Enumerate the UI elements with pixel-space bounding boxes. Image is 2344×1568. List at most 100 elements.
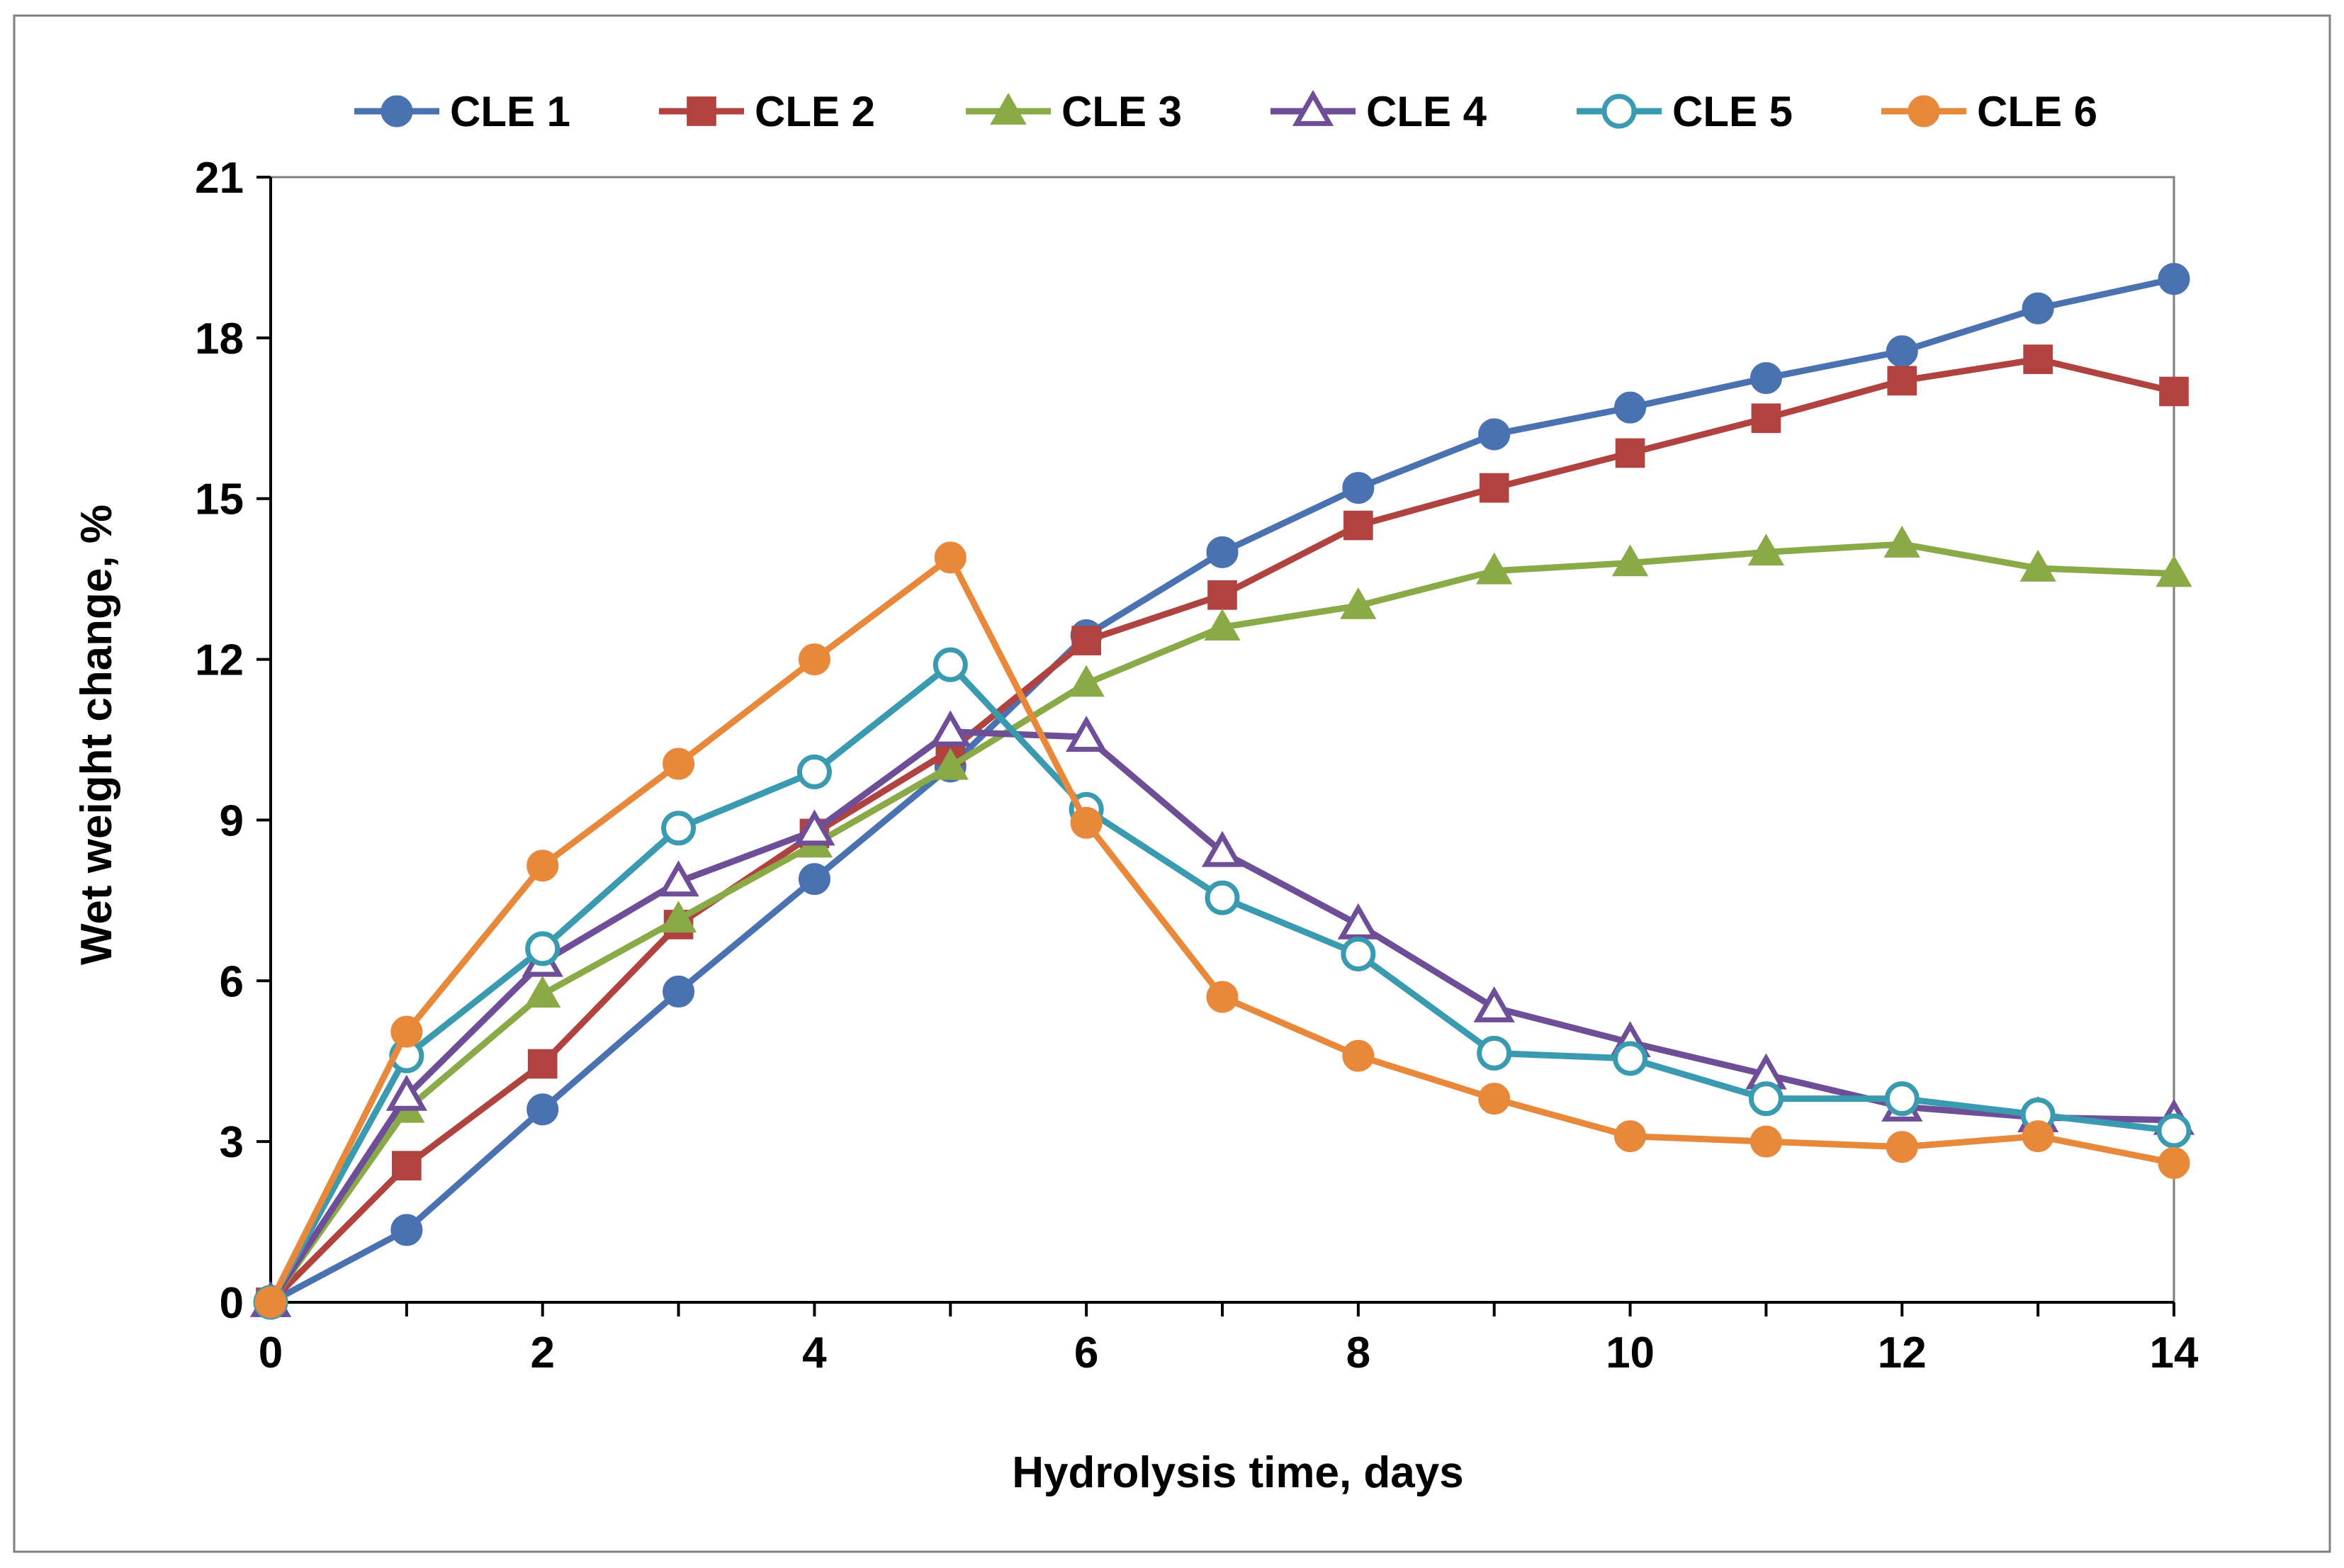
data-point	[1478, 1083, 1511, 1115]
data-point	[1887, 366, 1917, 396]
data-point	[390, 1214, 423, 1246]
data-point	[1068, 665, 1105, 697]
data-point	[1751, 403, 1781, 434]
legend-label: CLE 5	[1672, 88, 1793, 135]
data-point	[1070, 806, 1103, 839]
legend-marker	[1601, 94, 1637, 129]
y-tick-label: 3	[220, 1118, 244, 1167]
data-point	[1205, 880, 1240, 915]
y-tick-label: 9	[220, 796, 244, 845]
data-point	[1071, 626, 1101, 655]
data-point	[1614, 391, 1647, 424]
data-point	[660, 901, 697, 933]
data-point	[1613, 1041, 1648, 1076]
data-point	[2158, 263, 2190, 295]
data-point	[934, 541, 967, 574]
data-point	[1206, 981, 1239, 1013]
data-point	[2023, 344, 2053, 374]
x-tick-label: 8	[1346, 1329, 1370, 1377]
y-tick-label: 0	[220, 1279, 244, 1328]
data-point	[1207, 580, 1237, 610]
data-point	[1343, 510, 1373, 541]
legend-label: CLE 4	[1366, 88, 1487, 135]
data-point	[798, 863, 830, 896]
x-tick-label: 6	[1074, 1329, 1098, 1377]
data-point	[1884, 1081, 1920, 1117]
data-point	[2022, 1120, 2054, 1153]
data-point	[1886, 1131, 1918, 1163]
legend-marker	[687, 96, 716, 126]
data-point	[1747, 534, 1785, 566]
data-point	[1748, 1081, 1784, 1117]
data-point	[661, 811, 697, 846]
legend-label: CLE 3	[1061, 88, 1182, 135]
x-tick-label: 14	[2150, 1329, 2199, 1377]
data-point	[930, 710, 971, 747]
data-point	[1341, 936, 1376, 971]
data-point	[1886, 335, 1918, 368]
x-tick-label: 10	[1606, 1329, 1655, 1377]
data-point	[1342, 1039, 1375, 1072]
data-point	[798, 643, 830, 676]
legend-item: CLE 3	[966, 88, 1182, 135]
data-point	[524, 976, 561, 1008]
data-point	[663, 975, 695, 1008]
x-tick-label: 2	[530, 1329, 554, 1377]
y-tick-label: 15	[195, 475, 244, 524]
x-tick-label: 4	[802, 1329, 827, 1377]
legend-label: CLE 6	[1977, 88, 2097, 135]
data-point	[2022, 292, 2054, 325]
y-tick-label: 6	[220, 957, 244, 1006]
legend-marker	[1908, 95, 1940, 128]
data-point	[1478, 418, 1511, 451]
data-point	[1479, 473, 1509, 503]
y-axis-label: Wet weight change, %	[72, 504, 121, 965]
data-point	[2156, 1113, 2192, 1149]
data-point	[2019, 549, 2056, 582]
data-point	[932, 748, 969, 780]
series-cle-6	[254, 541, 2190, 1319]
data-point	[1615, 438, 1645, 468]
x-tick-label: 0	[259, 1329, 283, 1377]
legend-marker	[990, 92, 1027, 125]
data-point	[1749, 1125, 1782, 1158]
y-tick-label: 18	[195, 315, 244, 363]
legend-item: CLE 2	[659, 88, 875, 135]
data-point	[1473, 986, 1515, 1022]
data-point	[1883, 525, 1920, 558]
data-point	[1749, 362, 1782, 395]
data-point	[526, 1093, 559, 1126]
legend-item: CLE 1	[354, 88, 570, 135]
legend-label: CLE 2	[755, 88, 875, 135]
y-tick-label: 21	[195, 154, 244, 203]
x-tick-label: 12	[1878, 1329, 1927, 1377]
data-point	[1340, 587, 1377, 619]
data-point	[1476, 552, 1513, 585]
data-point	[1206, 536, 1239, 568]
data-point	[390, 1015, 423, 1048]
data-point	[794, 809, 835, 846]
data-point	[254, 1286, 287, 1319]
chart-outer-border	[13, 14, 2331, 1553]
y-tick-label: 12	[195, 636, 244, 685]
data-point	[663, 748, 695, 780]
data-point	[525, 931, 560, 966]
data-point	[1477, 1035, 1512, 1071]
x-axis-label: Hydrolysis time, days	[1012, 1448, 1464, 1497]
data-point	[527, 1049, 558, 1079]
data-point	[1066, 716, 1108, 752]
data-point	[392, 1151, 422, 1180]
data-point	[526, 850, 559, 882]
data-point	[2159, 376, 2189, 407]
data-point	[1614, 1120, 1647, 1153]
legend-item: CLE 6	[1881, 88, 2097, 135]
data-point	[385, 1074, 427, 1111]
data-point	[932, 647, 968, 682]
legend-item: CLE 5	[1577, 88, 1793, 135]
legend-marker	[381, 95, 413, 128]
data-point	[1204, 609, 1241, 641]
data-point	[1201, 830, 1244, 867]
data-point	[658, 860, 699, 897]
data-point	[1342, 472, 1375, 504]
